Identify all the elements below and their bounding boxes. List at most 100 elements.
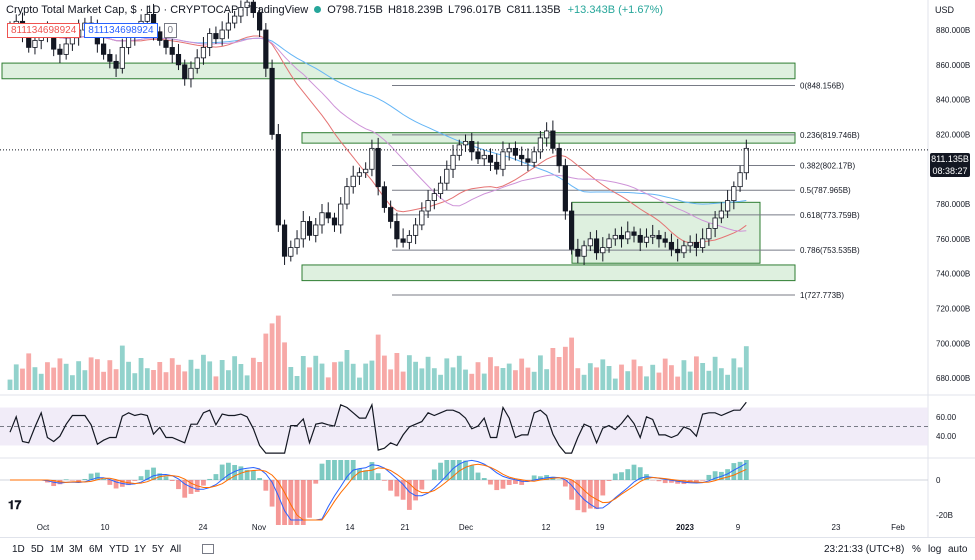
clock[interactable]: 23:21:33 (UTC+8) xyxy=(824,544,904,555)
fib-label: 0.5(787.965B) xyxy=(800,186,851,195)
volume-bar xyxy=(107,360,112,390)
volume-bar xyxy=(519,359,524,390)
volume-bar xyxy=(713,357,718,390)
volume-bar xyxy=(426,357,431,390)
volume-bar xyxy=(444,358,449,390)
macd-histogram-bar xyxy=(207,479,212,480)
volume-bar xyxy=(432,368,437,390)
candle-body xyxy=(445,169,449,183)
candle-body xyxy=(207,34,211,48)
volume-bar xyxy=(288,367,293,390)
value-box-blue[interactable]: 811134698924 xyxy=(84,23,157,38)
y-tick-label: 740.000B xyxy=(936,270,970,279)
candle-body xyxy=(332,218,336,225)
candle-body xyxy=(651,235,655,237)
range-1d[interactable]: 1D xyxy=(12,544,25,555)
candle-body xyxy=(370,148,374,169)
volume-bar xyxy=(644,376,649,390)
log-toggle[interactable]: log xyxy=(928,544,941,555)
candle-body xyxy=(451,155,455,169)
macd-histogram-bar xyxy=(507,480,512,485)
range-1y[interactable]: 1Y xyxy=(134,544,146,555)
range-ytd[interactable]: YTD xyxy=(109,544,129,555)
volume-bar xyxy=(463,370,468,390)
macd-histogram-bar xyxy=(501,480,506,489)
range-3m[interactable]: 3M xyxy=(69,544,83,555)
volume-bar xyxy=(120,346,125,390)
volume-bar xyxy=(189,360,194,390)
candle-body xyxy=(551,131,555,148)
macd-histogram-bar xyxy=(432,469,437,480)
macd-histogram-bar xyxy=(607,480,612,481)
candle-body xyxy=(351,176,355,186)
candle-body xyxy=(220,30,224,39)
candle-body xyxy=(314,225,318,235)
volume-bar xyxy=(451,367,456,390)
candle-body xyxy=(501,152,505,169)
volume-bar xyxy=(501,368,506,390)
candle-body xyxy=(688,242,692,245)
candle-body xyxy=(388,208,392,222)
macd-histogram-bar xyxy=(419,480,424,490)
range-6m[interactable]: 6M xyxy=(89,544,103,555)
last-price-value: 811.135B xyxy=(930,153,970,165)
macd-histogram-bar xyxy=(170,480,175,481)
x-tick-label: Oct xyxy=(37,523,50,532)
volume-bar xyxy=(145,368,150,390)
candle-body xyxy=(557,148,561,165)
zone-box xyxy=(302,265,795,281)
candle-body xyxy=(713,218,717,228)
volume-bar xyxy=(195,369,200,390)
macd-histogram-bar xyxy=(376,473,381,480)
volume-bar xyxy=(139,358,144,390)
candle-body xyxy=(682,246,686,253)
range-5d[interactable]: 5D xyxy=(31,544,44,555)
volume-bar xyxy=(482,374,487,390)
volume-bar xyxy=(588,363,593,390)
date-range-icon[interactable] xyxy=(202,544,214,554)
fib-label: 1(727.773B) xyxy=(800,291,844,300)
percent-toggle[interactable]: % xyxy=(912,544,921,555)
y-tick-label: 840.000B xyxy=(936,96,970,105)
ohlc-high: H818.239B xyxy=(388,4,443,16)
value-box-red[interactable]: 811134698924 xyxy=(7,23,80,38)
candle-body xyxy=(114,61,118,68)
volume-bar xyxy=(351,364,356,390)
candle-body xyxy=(601,248,605,253)
volume-bar xyxy=(413,362,418,390)
macd-histogram-bar xyxy=(357,469,362,480)
range-5y[interactable]: 5Y xyxy=(152,544,164,555)
volume-bar xyxy=(51,368,56,390)
fib-label: 0.786(753.535B) xyxy=(800,246,860,255)
macd-histogram-bar xyxy=(220,465,225,480)
volume-bar xyxy=(338,362,343,390)
volume-bar xyxy=(101,372,106,390)
volume-bar xyxy=(151,370,156,390)
macd-histogram-bar xyxy=(488,480,493,485)
range-1m[interactable]: 1M xyxy=(50,544,64,555)
chart-title: Crypto Total Market Cap, $ · 1D · CRYPTO… xyxy=(6,4,308,16)
macd-histogram-bar xyxy=(214,474,219,480)
volume-bar xyxy=(245,375,250,390)
y-tick-label: 720.000B xyxy=(936,304,970,313)
candle-body xyxy=(307,221,311,235)
candle-body xyxy=(382,187,386,208)
volume-bar xyxy=(251,358,256,390)
volume-bar xyxy=(182,371,187,390)
macd-histogram-bar xyxy=(313,480,318,484)
volume-bar xyxy=(438,375,443,390)
candle-body xyxy=(732,187,736,201)
auto-toggle[interactable]: auto xyxy=(948,544,967,555)
macd-histogram-bar xyxy=(476,473,481,480)
volume-bar xyxy=(663,359,668,390)
currency-label[interactable]: USD xyxy=(935,5,954,15)
volume-bar xyxy=(220,360,225,390)
range-all[interactable]: All xyxy=(170,544,181,555)
x-tick-label: 24 xyxy=(199,523,208,532)
candle-body xyxy=(189,68,193,78)
candle-body xyxy=(544,131,548,138)
macd-histogram-bar xyxy=(619,472,624,480)
fib-label: 0(848.156B) xyxy=(800,81,844,90)
volume-bar xyxy=(82,370,87,390)
